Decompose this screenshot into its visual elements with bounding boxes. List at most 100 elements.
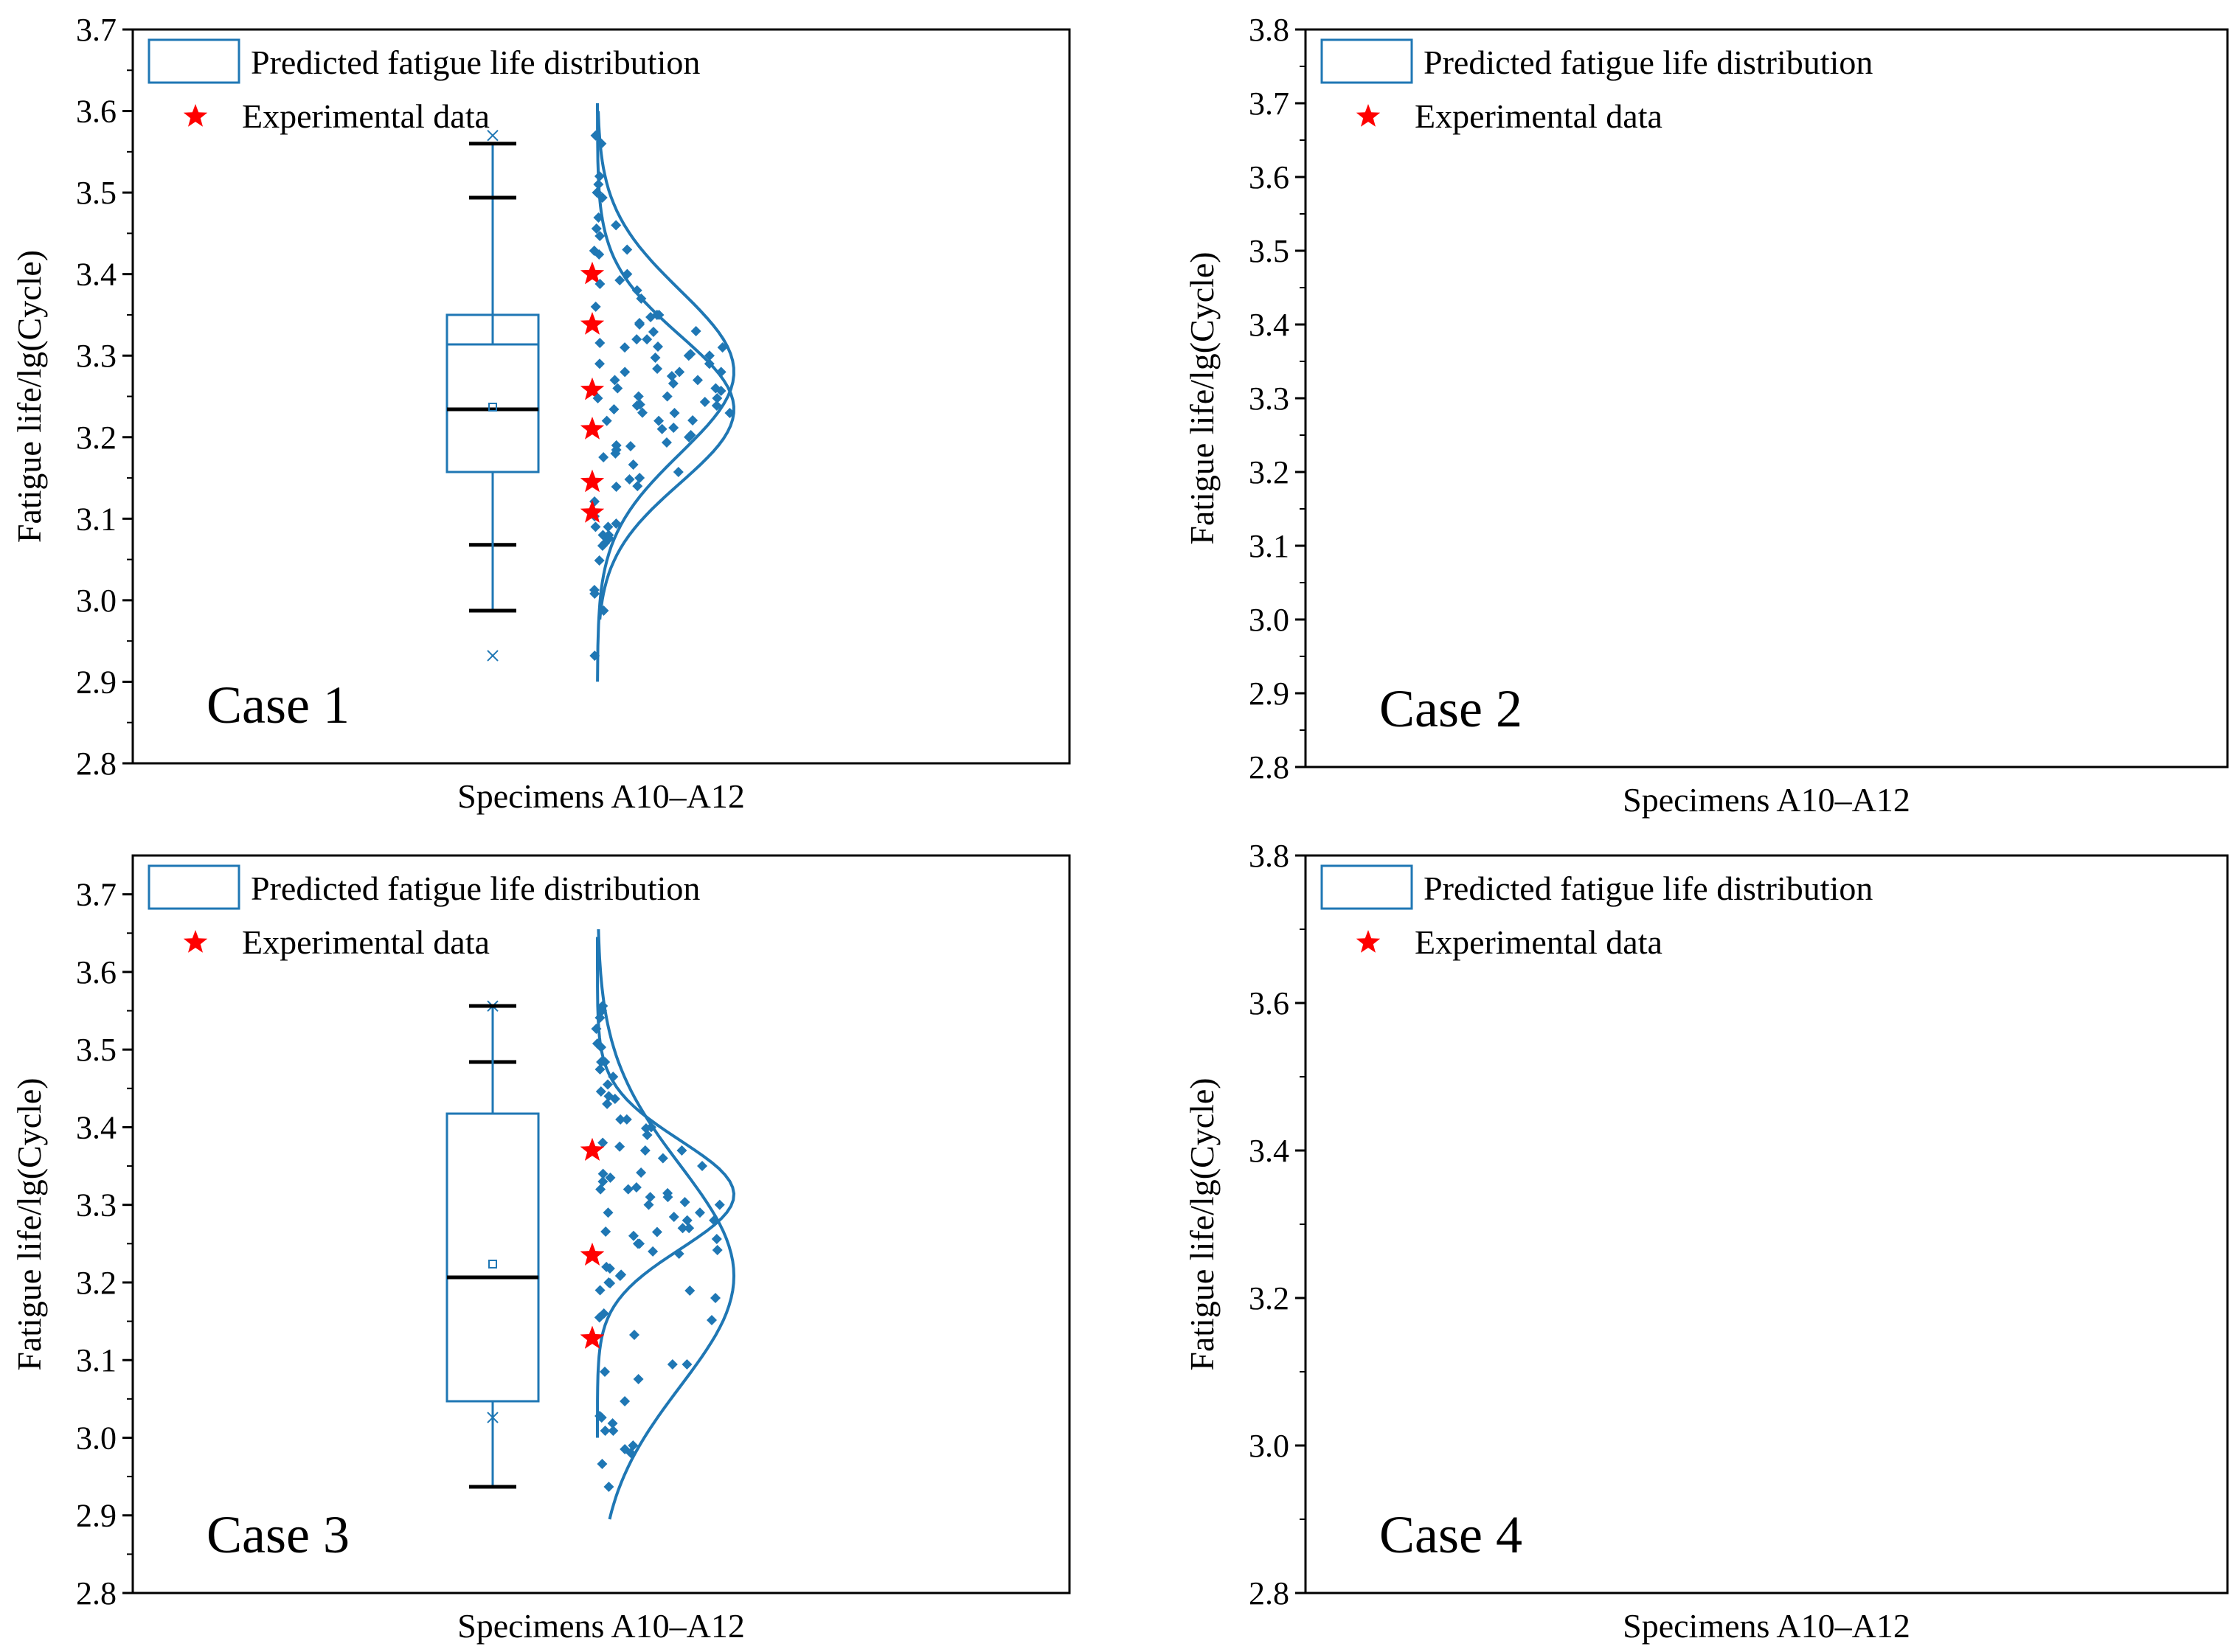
y-tick-label: 3.6 [76, 94, 117, 130]
predicted-point [598, 452, 609, 462]
predicted-point [591, 1024, 602, 1034]
chart-panel-4: 2.8 3.0 3.2 3.4 3.6 3.8 Fatigue life/lg(Cycle)… [445, 838, 2229, 1645]
box-mean-marker [488, 403, 497, 412]
y-tick-label: 3.6 [1249, 159, 1289, 195]
y-tick-label: 3.1 [1249, 528, 1289, 564]
predicted-point [611, 518, 622, 529]
legend-predicted-label: Predicted fatigue life distribution [1424, 870, 1873, 907]
y-axis-title: Fatigue life/lg(Cycle) [10, 250, 48, 543]
predicted-point [714, 1199, 725, 1210]
predicted-point [631, 400, 642, 411]
predicted-point [620, 1396, 631, 1406]
density-curve [597, 929, 736, 1520]
predicted-point [605, 1278, 616, 1288]
y-tick-label: 3.8 [1249, 838, 1289, 874]
experimental-star [580, 417, 605, 440]
predicted-point [589, 589, 600, 599]
predicted-point [656, 423, 668, 434]
density-curve [596, 937, 736, 1438]
y-tick-label: 3.2 [76, 1265, 117, 1301]
y-tick-label: 3.0 [1249, 1428, 1289, 1464]
y-tick-label: 2.8 [1249, 749, 1289, 785]
legend-predicted-label: Predicted fatigue life distribution [251, 44, 700, 81]
y-tick-label: 3.2 [1249, 454, 1289, 490]
predicted-point [594, 338, 606, 348]
predicted-point [597, 1168, 608, 1179]
legend-star-icon [1356, 930, 1381, 953]
y-tick-label: 3.8 [1249, 12, 1289, 48]
predicted-point [661, 437, 672, 448]
predicted-point [652, 341, 663, 352]
y-tick-label: 3.3 [76, 1187, 117, 1224]
predicted-point [668, 1212, 679, 1222]
predicted-point [717, 342, 728, 353]
predicted-point [589, 650, 600, 662]
predicted-point [611, 482, 622, 492]
x-axis-title: Specimens A10–A12 [457, 777, 745, 815]
predicted-point [711, 400, 722, 411]
predicted-point [711, 1234, 722, 1244]
predicted-point [648, 327, 659, 337]
predicted-point [593, 212, 604, 223]
predicted-point [634, 473, 645, 484]
predicted-point [622, 244, 633, 255]
predicted-point [594, 1013, 606, 1023]
legend-predicted-label: Predicted fatigue life distribution [251, 870, 700, 907]
y-tick-label: 3.1 [76, 501, 117, 537]
y-tick-label: 3.5 [1249, 233, 1289, 269]
predicted-point [603, 1079, 614, 1090]
predicted-point [595, 1184, 606, 1195]
y-tick-label: 2.8 [76, 1575, 117, 1611]
predicted-point [596, 1042, 607, 1052]
predicted-point [598, 605, 609, 616]
predicted-point [679, 1197, 690, 1207]
box-iqr [445, 1112, 540, 1403]
predicted-point [601, 415, 612, 426]
experimental-star [580, 1243, 605, 1266]
predicted-point [597, 1176, 608, 1187]
legend-predicted-label: Predicted fatigue life distribution [1424, 44, 1873, 81]
predicted-point [724, 408, 735, 418]
legend-experimental-label: Experimental data [1415, 923, 1662, 961]
predicted-point [590, 521, 601, 532]
predicted-point [600, 1057, 611, 1067]
predicted-point [673, 1249, 684, 1259]
y-tick-label: 3.4 [1249, 307, 1289, 343]
predicted-point [624, 474, 635, 485]
predicted-point [594, 555, 605, 566]
outlier-marker [487, 130, 499, 142]
predicted-point [614, 1271, 625, 1281]
y-tick-label: 3.2 [1249, 1280, 1289, 1316]
predicted-point [637, 407, 648, 418]
predicted-point [633, 391, 644, 402]
predicted-point [608, 404, 620, 414]
y-tick-label: 3.4 [1249, 1133, 1289, 1169]
y-axis-title: Fatigue life/lg(Cycle) [1183, 251, 1221, 544]
predicted-point [690, 326, 701, 337]
predicted-point [625, 1448, 637, 1458]
y-tick-label: 2.9 [76, 664, 117, 700]
predicted-point [600, 1426, 611, 1436]
predicted-point [645, 312, 656, 322]
y-axis-title: Fatigue life/lg(Cycle) [10, 1077, 48, 1370]
y-tick-label: 3.0 [1249, 602, 1289, 638]
case-label: Case 2 [1379, 679, 1522, 738]
predicted-point [652, 364, 663, 374]
y-tick-label: 3.0 [76, 1420, 117, 1456]
legend-box-swatch [148, 864, 240, 910]
predicted-point [614, 275, 625, 285]
predicted-point [631, 334, 642, 345]
predicted-point [608, 1072, 619, 1082]
plot-frame [1304, 28, 2229, 768]
y-tick-label: 3.7 [1249, 86, 1289, 122]
y-tick-label: 3.3 [76, 338, 117, 374]
predicted-point [636, 1167, 647, 1178]
predicted-point [628, 1230, 639, 1241]
predicted-point [632, 1238, 643, 1249]
y-tick-label: 3.4 [76, 257, 117, 293]
predicted-point [712, 1245, 723, 1255]
predicted-point [657, 1153, 668, 1164]
y-tick-label: 3.3 [1249, 381, 1289, 417]
predicted-point [603, 1207, 614, 1218]
y-tick-label: 2.9 [1249, 676, 1289, 712]
